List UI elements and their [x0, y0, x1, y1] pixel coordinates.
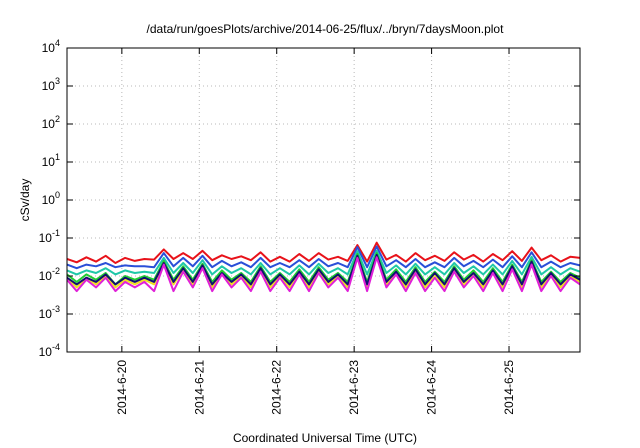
y-tick-label: 100	[42, 190, 60, 207]
axis-ticks	[67, 47, 580, 353]
x-tick-label: 2014-6-23	[347, 360, 361, 415]
y-tick-label: 10-2	[39, 266, 60, 283]
y-axis-label: cSv/day	[18, 179, 32, 222]
x-tick-label: 2014-6-22	[270, 360, 284, 415]
series-line-6	[67, 253, 580, 286]
y-tick-label: 103	[42, 76, 60, 93]
y-tick-label: 104	[42, 38, 60, 55]
y-tick-label: 10-4	[39, 342, 60, 359]
y-tick-label: 101	[42, 152, 60, 169]
y-tick-label: 10-3	[39, 304, 60, 321]
x-axis-label: Coordinated Universal Time (UTC)	[233, 431, 417, 445]
x-tick-label: 2014-6-21	[192, 360, 206, 415]
chart-title: /data/run/goesPlots/archive/2014-06-25/f…	[147, 22, 505, 36]
series-line-3	[67, 249, 580, 276]
series-lines	[67, 241, 580, 293]
y-tick-label: 10-1	[39, 228, 60, 245]
x-tick-labels: 2014-6-20 2014-6-21 2014-6-22 2014-6-23 2014…	[115, 360, 516, 415]
x-tick-label: 2014-6-25	[502, 360, 516, 415]
y-tick-labels: 10-4 10-3 10-2 10-1 100 101 102 103 104	[39, 38, 60, 359]
series-line-7	[67, 256, 580, 293]
series-line-1	[67, 241, 580, 264]
x-tick-label: 2014-6-20	[115, 360, 129, 415]
series-line-4	[67, 252, 580, 286]
series-line-2	[67, 245, 580, 270]
y-tick-label: 102	[42, 114, 60, 131]
x-tick-label: 2014-6-24	[425, 360, 439, 415]
